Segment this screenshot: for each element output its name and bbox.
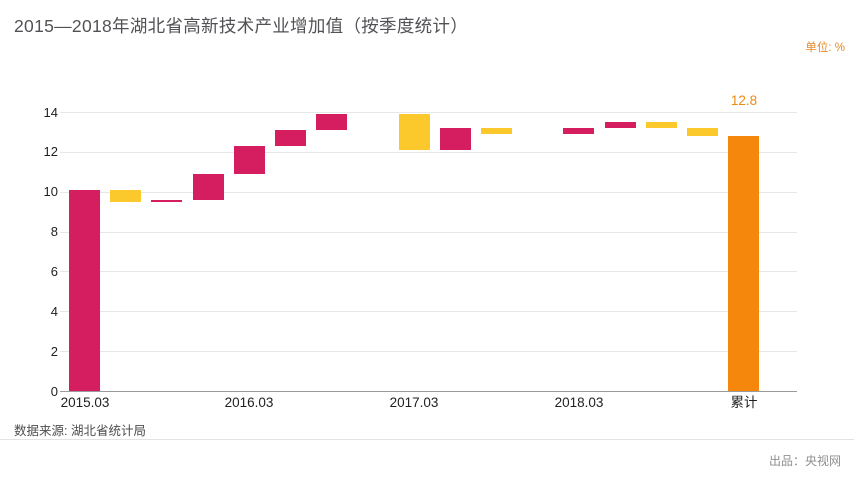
grid-line <box>60 351 797 352</box>
y-tick-label: 14 <box>43 105 58 120</box>
credit-note: 出品：央视网 <box>768 454 841 468</box>
grid-line <box>60 152 797 153</box>
chart-bar-2016.09 <box>316 114 347 130</box>
chart-bar-2017.09 <box>481 127 512 134</box>
y-tick-label: 10 <box>43 184 58 199</box>
grid-line <box>60 232 797 233</box>
y-tick-label: 6 <box>50 264 58 279</box>
chart-bar-2015.12 <box>193 173 224 200</box>
chart-bar-2017.03 <box>399 114 430 150</box>
unit-label: 单位: % <box>805 42 845 54</box>
y-tick-label: 2 <box>50 344 58 359</box>
chart-bar-2018.09 <box>646 122 677 128</box>
source-note: 数据来源: 湖北省统计局 <box>14 424 146 438</box>
y-tick-label: 8 <box>50 224 58 239</box>
grid-line <box>60 192 797 193</box>
y-tick-label: 0 <box>50 384 58 399</box>
grid-line <box>60 311 797 312</box>
footer-divider <box>0 439 854 440</box>
y-tick-label: 4 <box>50 304 58 319</box>
y-tick-label: 12 <box>43 144 58 159</box>
total-value-label: 12.8 <box>730 93 758 108</box>
chart-bar-2018.03 <box>563 127 594 134</box>
chart-bar-2015.03 <box>69 189 100 391</box>
chart-bar-2018.12 <box>687 127 718 136</box>
chart-bar-2015.09 <box>151 199 182 203</box>
chart-bar-2016.06 <box>275 129 306 146</box>
page-title: 2015—2018年湖北省高新技术产业增加值（按季度统计） <box>14 16 469 36</box>
x-tick-label: 2016.03 <box>224 395 274 410</box>
chart-bar-2018.06 <box>605 122 636 128</box>
x-axis-line <box>60 391 797 392</box>
chart-bar-2017.06 <box>440 127 471 150</box>
grid-line <box>60 112 797 113</box>
x-tick-label: 2018.03 <box>554 395 604 410</box>
chart-bar-2015.06 <box>110 189 141 202</box>
x-tick-label: 累计 <box>730 395 758 410</box>
grid-line <box>60 271 797 272</box>
chart-bar-2016.03 <box>234 145 265 174</box>
x-tick-label: 2017.03 <box>389 395 439 410</box>
x-tick-label: 2015.03 <box>60 395 110 410</box>
chart-bar-累计 <box>728 135 759 391</box>
